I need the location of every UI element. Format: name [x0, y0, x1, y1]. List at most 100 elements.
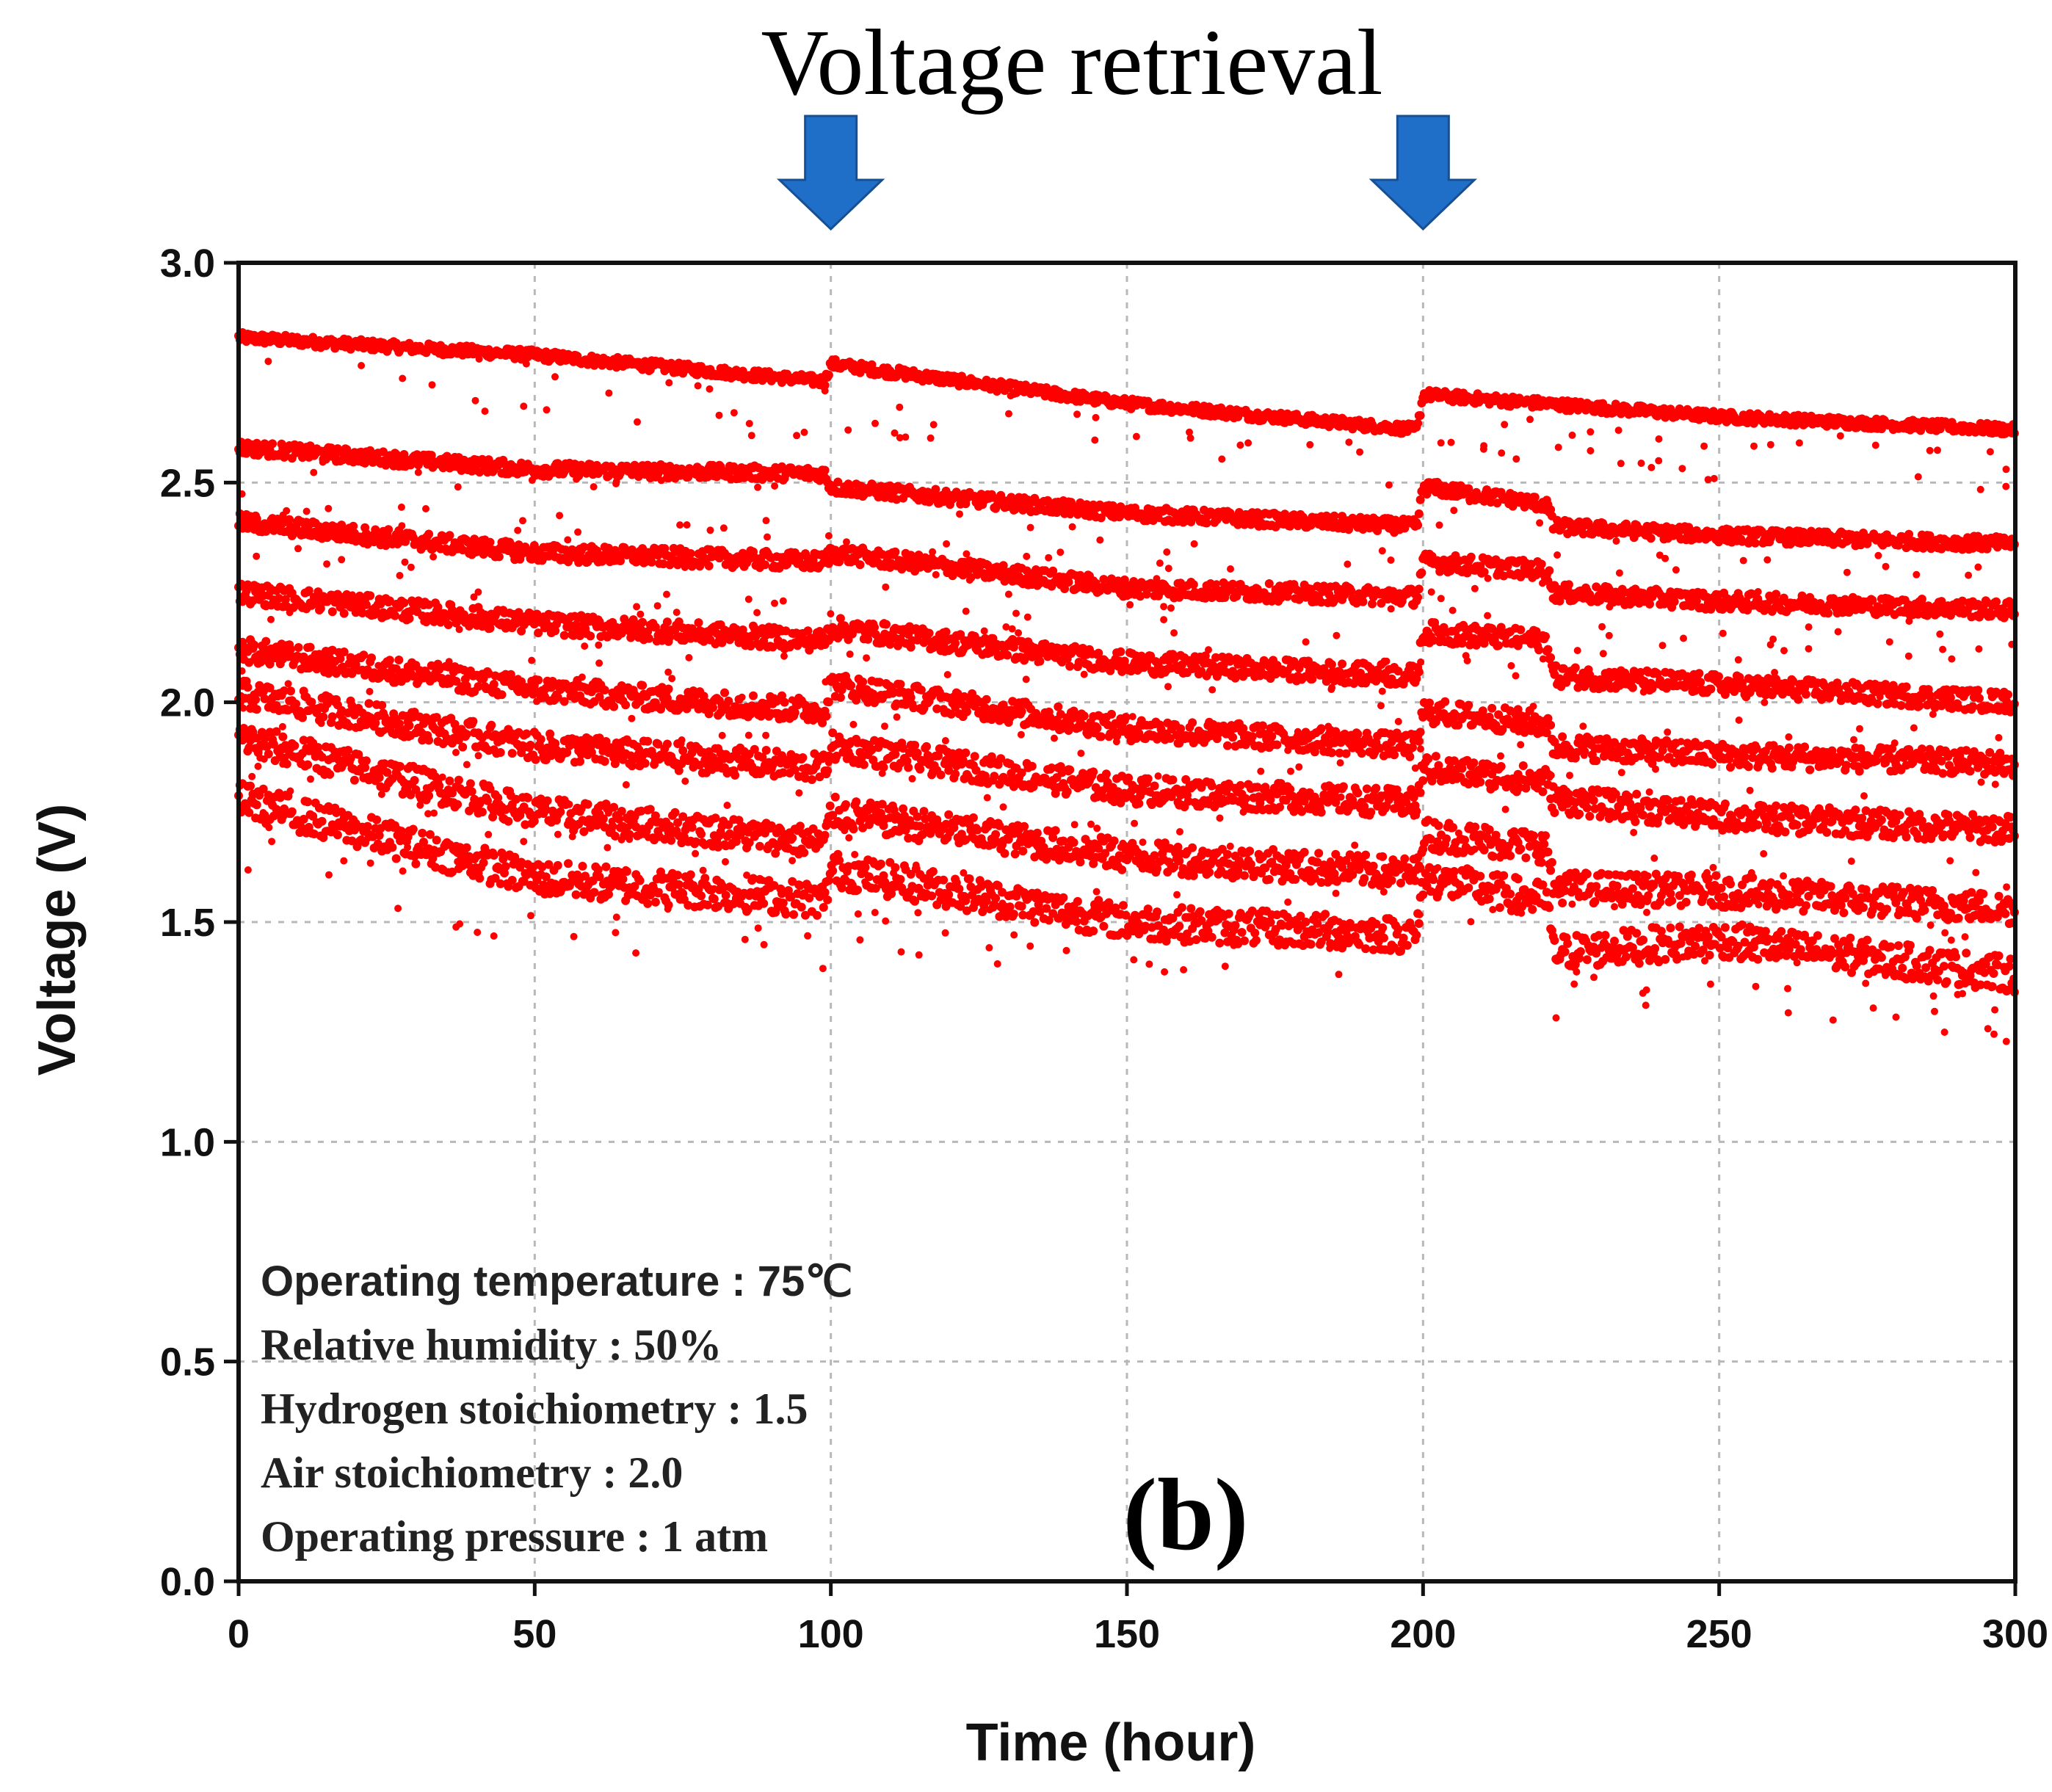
data-point	[1739, 556, 1747, 565]
data-point	[564, 536, 572, 544]
data-point	[528, 476, 536, 484]
data-point	[962, 607, 970, 615]
data-point	[1160, 616, 1168, 624]
data-point	[1678, 465, 1686, 473]
data-point	[730, 409, 738, 417]
data-point	[1904, 652, 1913, 660]
data-point	[605, 389, 613, 397]
data-point	[1976, 485, 1984, 493]
data-point	[1427, 588, 1435, 596]
data-point	[427, 345, 435, 353]
data-point	[1539, 579, 1546, 587]
data-point	[1536, 519, 1544, 527]
data-point	[871, 419, 879, 427]
data-point	[653, 602, 661, 610]
data-point	[1164, 565, 1172, 573]
data-point	[1045, 554, 1053, 562]
data-point	[424, 529, 434, 539]
data-point	[771, 482, 779, 490]
data-point	[1614, 427, 1623, 435]
data-point	[896, 403, 904, 411]
data-point	[1186, 428, 1193, 436]
data-point	[1617, 460, 1625, 468]
data-point	[1227, 565, 1234, 573]
data-point	[1780, 647, 1788, 655]
data-point	[536, 470, 544, 478]
data-point	[1926, 446, 1934, 454]
data-point	[1026, 523, 1034, 532]
data-point	[867, 360, 877, 369]
data-point	[744, 595, 753, 603]
data-point	[932, 570, 940, 578]
data-point	[475, 355, 483, 363]
data-point	[1255, 595, 1264, 603]
data-point	[407, 563, 415, 571]
data-point	[941, 627, 951, 636]
data-point	[929, 421, 938, 429]
data-point	[396, 572, 404, 579]
data-point	[1526, 416, 1534, 424]
data-point	[268, 439, 278, 449]
data-point	[1598, 623, 1606, 631]
data-point	[1975, 645, 1983, 653]
data-point	[1387, 556, 1395, 564]
data-point	[820, 380, 830, 390]
data-point	[1156, 515, 1163, 523]
data-point	[1447, 438, 1455, 446]
data-point	[1190, 540, 1198, 548]
data-point	[574, 528, 582, 536]
data-point	[1805, 623, 1813, 631]
data-point	[253, 552, 261, 560]
data-point	[681, 563, 689, 571]
data-point	[1553, 551, 1562, 559]
data-point	[764, 533, 771, 541]
data-point	[1646, 534, 1656, 543]
data-point	[422, 505, 429, 512]
data-point	[1672, 566, 1680, 574]
data-point	[519, 517, 526, 525]
data-point	[1838, 539, 1846, 547]
data-point	[1948, 655, 1956, 663]
data-point	[551, 373, 559, 381]
data-point	[319, 458, 327, 466]
data-point	[1766, 440, 1774, 449]
data-point	[1612, 537, 1620, 545]
data-point	[1986, 448, 1994, 456]
data-point	[634, 418, 641, 426]
data-point	[1905, 617, 1913, 625]
data-point	[283, 507, 291, 515]
data-point	[956, 510, 963, 518]
data-point	[391, 611, 399, 620]
data-point	[401, 558, 409, 566]
data-point	[694, 618, 703, 628]
data-point	[494, 552, 504, 562]
data-point	[882, 583, 890, 591]
data-point	[414, 468, 422, 476]
data-point	[1015, 629, 1023, 637]
data-point	[1625, 409, 1634, 417]
data-point	[1750, 442, 1758, 450]
data-point	[882, 620, 891, 629]
data-points	[234, 328, 2019, 1045]
data-point	[1450, 507, 1458, 515]
data-point	[1449, 606, 1457, 614]
data-point	[1358, 597, 1368, 606]
data-point	[294, 545, 302, 553]
data-point	[1658, 642, 1667, 650]
data-point	[264, 358, 272, 366]
data-point	[1167, 604, 1175, 612]
data-point	[390, 539, 397, 547]
data-point	[1615, 569, 1623, 577]
data-point	[543, 406, 551, 414]
data-point	[820, 465, 830, 475]
data-point	[739, 557, 747, 565]
data-point	[1564, 580, 1573, 590]
data-point	[1202, 514, 1210, 522]
data-point	[943, 540, 951, 548]
data-point	[1012, 609, 1020, 617]
data-point	[1302, 594, 1310, 602]
data-point	[1554, 402, 1562, 410]
data-point	[1587, 428, 1595, 436]
data-point	[1537, 559, 1546, 569]
data-point	[771, 599, 778, 607]
